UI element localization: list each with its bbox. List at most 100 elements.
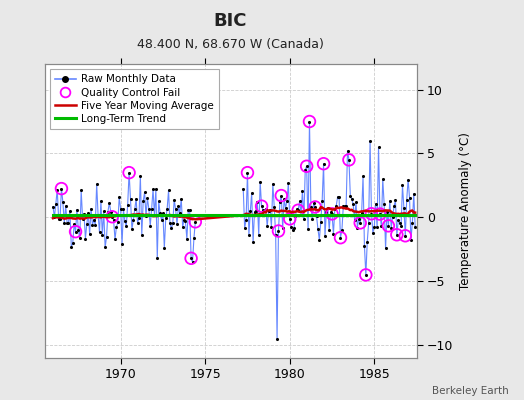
Point (249, 238, 257, 245)
Point (90, 216, 98, 223)
Point (156, 210, 165, 216)
Point (336, 234, 345, 241)
Point (297, 212, 305, 218)
Point (191, 219, 200, 225)
Point (363, 238, 372, 245)
Point (160, 245, 169, 251)
Point (125, 170, 133, 176)
Point (321, 232, 329, 239)
Point (145, 206, 153, 212)
Point (166, 220, 174, 227)
Point (305, 118, 314, 125)
Point (101, 244, 110, 250)
Point (98, 232, 106, 238)
Point (359, 173, 367, 180)
Point (245, 232, 253, 238)
Point (314, 226, 322, 232)
Point (110, 217, 118, 223)
Point (347, 196, 356, 202)
Point (394, 217, 402, 224)
Point (161, 215, 170, 222)
Point (266, 207, 274, 213)
Point (401, 232, 409, 239)
Point (163, 206, 171, 212)
Point (132, 196, 140, 202)
Point (183, 236, 191, 242)
Point (384, 223, 392, 229)
Point (108, 214, 116, 220)
Point (339, 203, 347, 210)
Point (153, 255, 161, 262)
Point (410, 190, 418, 197)
Point (345, 157, 353, 163)
Point (367, 210, 376, 217)
Point (398, 182, 407, 189)
Point (328, 211, 336, 217)
Point (277, 192, 286, 199)
Point (142, 213, 150, 219)
Point (181, 218, 190, 224)
Point (252, 207, 260, 214)
Point (298, 188, 307, 194)
Point (280, 196, 288, 202)
Point (369, 230, 377, 236)
Point (390, 203, 398, 210)
Text: 48.400 N, 68.670 W (Canada): 48.400 N, 68.670 W (Canada) (137, 38, 324, 51)
Point (146, 222, 155, 229)
Point (288, 226, 297, 233)
Point (180, 217, 188, 224)
Point (296, 198, 304, 204)
Point (386, 198, 394, 204)
Point (243, 170, 252, 176)
Point (241, 225, 249, 231)
Point (400, 205, 408, 211)
Point (247, 190, 256, 196)
Point (79, 215, 87, 222)
Point (274, 228, 282, 234)
Point (106, 209, 115, 215)
Point (102, 234, 111, 240)
Point (300, 216, 308, 222)
Point (377, 222, 386, 229)
Point (396, 220, 404, 226)
Point (284, 180, 292, 186)
Point (140, 189, 149, 196)
Point (286, 216, 294, 222)
Point (302, 163, 311, 170)
Point (329, 231, 337, 237)
Point (328, 211, 336, 217)
Point (279, 225, 287, 232)
Point (360, 243, 368, 249)
Point (57, 185, 66, 192)
Point (301, 166, 310, 173)
Point (53, 186, 61, 193)
Point (242, 217, 250, 223)
Point (274, 228, 282, 234)
Point (351, 217, 359, 223)
Point (263, 223, 271, 229)
Point (149, 186, 157, 192)
Point (392, 232, 401, 238)
Point (83, 221, 91, 227)
Point (407, 237, 415, 243)
Point (138, 232, 146, 238)
Point (139, 198, 147, 204)
Point (115, 194, 124, 200)
Point (308, 215, 316, 222)
Point (250, 208, 259, 215)
Point (157, 217, 166, 223)
Point (57, 185, 66, 192)
Point (271, 232, 280, 238)
Point (305, 118, 314, 125)
Point (75, 235, 84, 242)
Point (366, 138, 374, 144)
Point (335, 194, 343, 200)
Point (108, 214, 116, 220)
Point (114, 219, 122, 226)
Point (239, 186, 247, 192)
Point (352, 199, 360, 206)
Point (408, 220, 417, 226)
Point (179, 223, 187, 230)
Point (49, 203, 57, 210)
Point (316, 219, 325, 226)
